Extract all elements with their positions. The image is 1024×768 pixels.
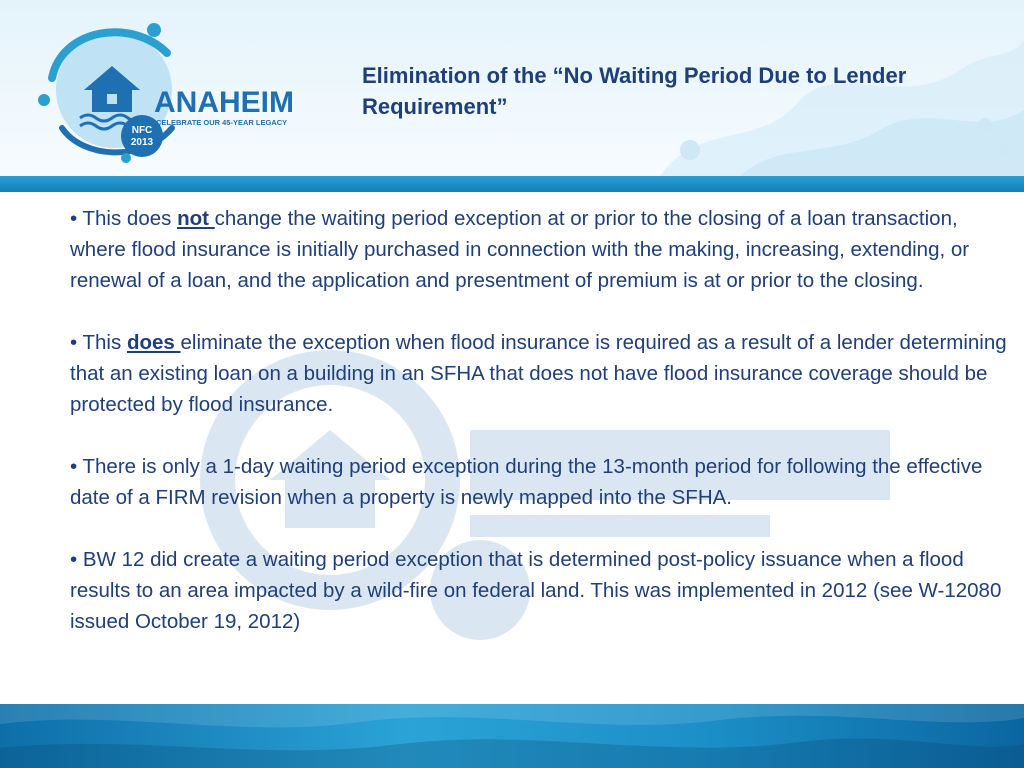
slide-title: Elimination of the “No Waiting Period Du… xyxy=(362,63,907,119)
slide-header: ANAHEIM CELEBRATE OUR 45-YEAR LEGACY NFC… xyxy=(0,0,1024,176)
slide-body: • This does not change the waiting perio… xyxy=(70,203,1010,668)
bullet-1-lead: • This does xyxy=(70,207,178,230)
emphasis-not: not xyxy=(177,207,215,230)
house-icon xyxy=(84,66,140,90)
anaheim-nfc-logo: ANAHEIM CELEBRATE OUR 45-YEAR LEGACY NFC… xyxy=(38,23,294,163)
bullet-2-lead: • This xyxy=(70,331,127,354)
slide-footer-band xyxy=(0,704,1024,768)
bullet-one-day-exception: • There is only a 1-day waiting period e… xyxy=(70,455,983,509)
header-divider-band xyxy=(0,176,1024,192)
bullet-bw12-exception: • BW 12 did create a waiting period exce… xyxy=(70,548,1002,633)
bullet-2-text: eliminate the exception when flood insur… xyxy=(70,331,1007,416)
logo-tagline: CELEBRATE OUR 45-YEAR LEGACY xyxy=(156,118,287,127)
logo-brand: ANAHEIM xyxy=(154,86,294,119)
logo-badge-year: 2013 xyxy=(131,137,154,148)
bullet-waiting-period-not-changed: • This does not change the waiting perio… xyxy=(70,203,1010,296)
footer-water-texture xyxy=(0,704,1024,768)
bullet-exception-eliminated: • This does eliminate the exception when… xyxy=(70,327,1010,420)
bullet-1-text: change the waiting period exception at o… xyxy=(70,207,970,292)
water-splash-decoration xyxy=(660,40,1024,176)
logo-badge-nfc: NFC xyxy=(132,125,153,136)
anaheim-watermark xyxy=(200,350,890,640)
emphasis-does: does xyxy=(126,331,181,354)
